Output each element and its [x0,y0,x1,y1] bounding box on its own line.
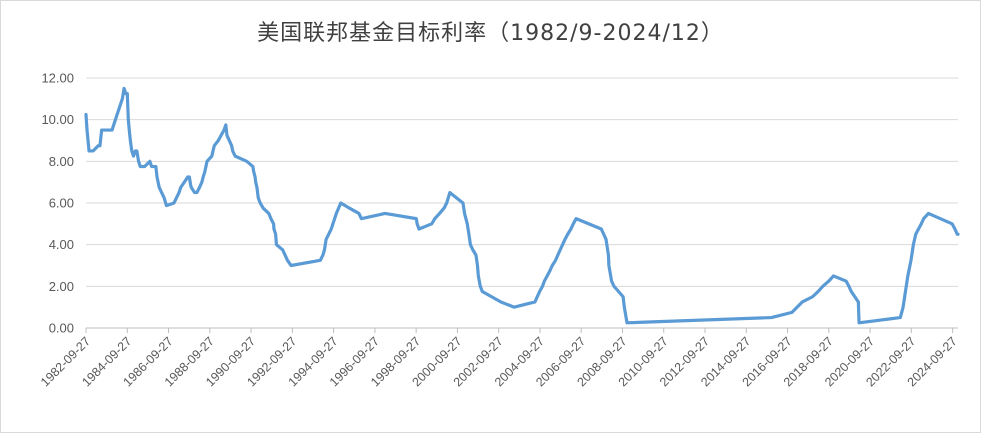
y-tick-label: 12.00 [41,71,74,86]
chart-title: 美国联邦基金目标利率（1982/9-2024/12） [257,21,724,46]
y-tick-label: 2.00 [49,279,74,294]
y-tick-label: 8.00 [49,154,74,169]
y-tick-label: 10.00 [41,112,74,127]
y-tick-label: 4.00 [49,237,74,252]
y-tick-label: 6.00 [49,196,74,211]
rate-series-line [84,86,960,325]
y-tick-label: 0.00 [49,321,74,336]
